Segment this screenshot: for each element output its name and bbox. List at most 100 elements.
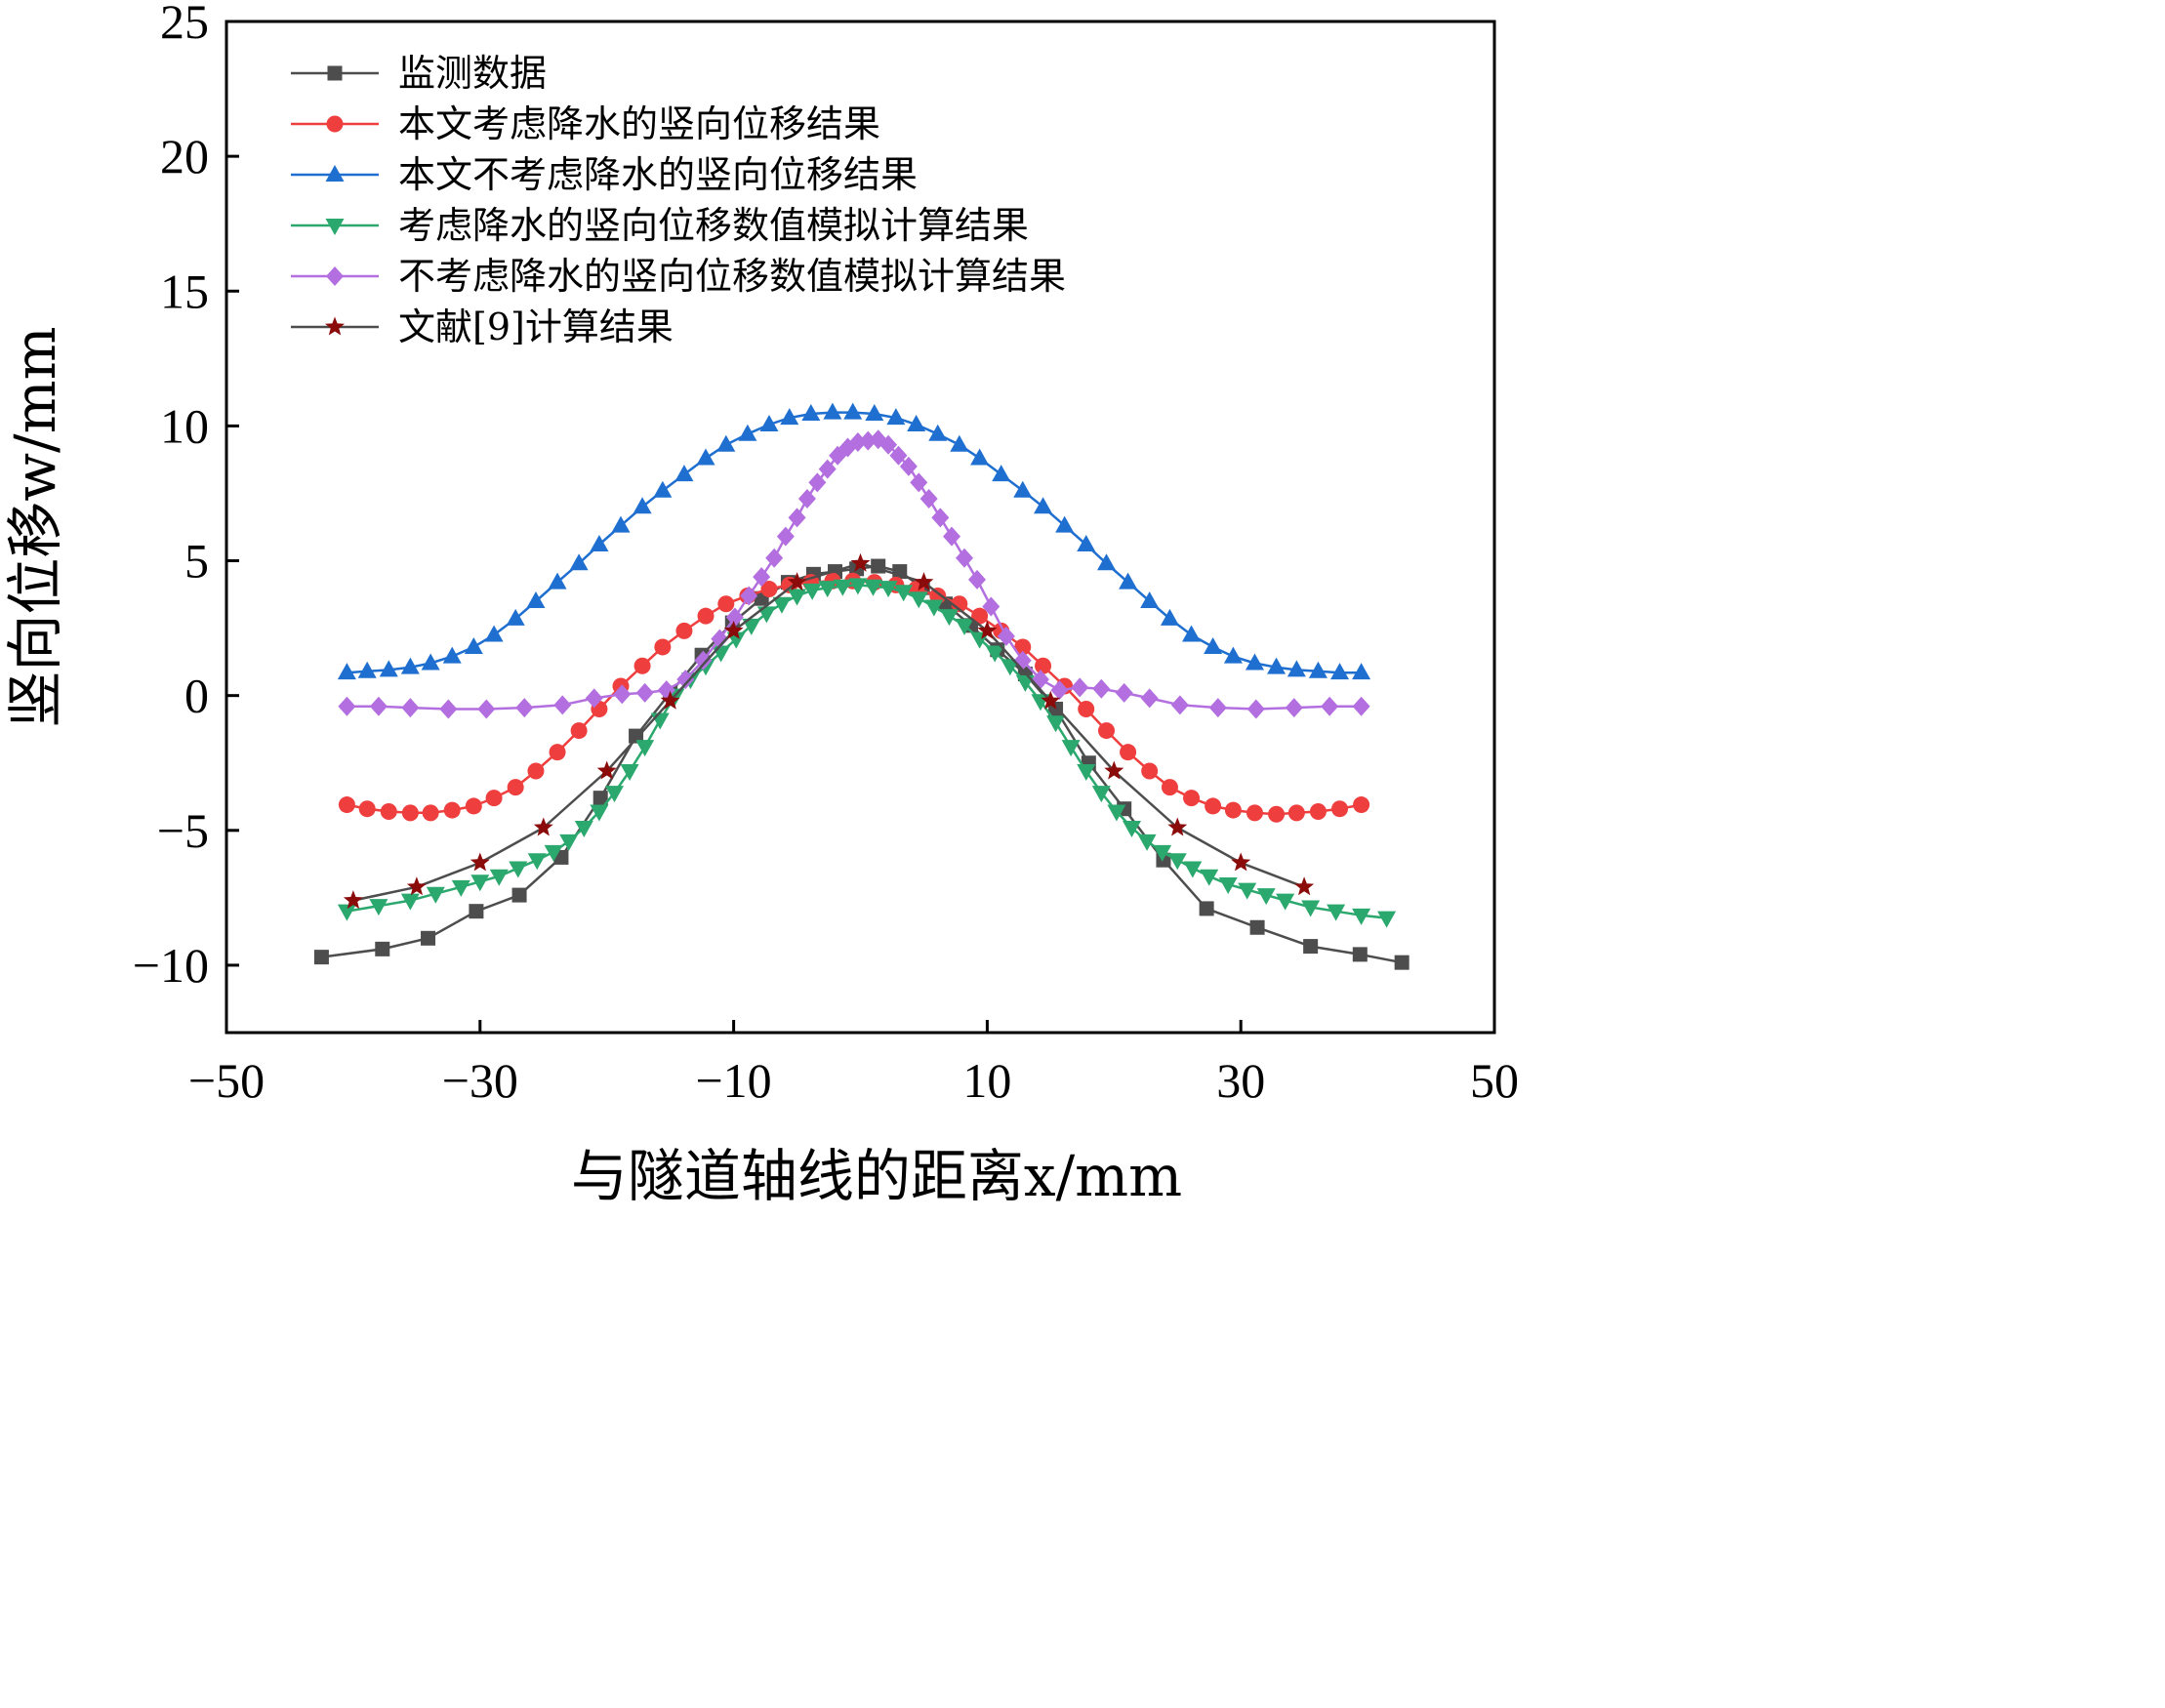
data-point <box>635 682 654 703</box>
data-point <box>1160 608 1179 626</box>
data-point <box>848 578 868 595</box>
data-point <box>1137 834 1157 851</box>
data-point <box>1352 663 1371 680</box>
data-point <box>894 585 914 602</box>
data-point <box>515 698 534 718</box>
legend-item-5: 不考虑降水的竖向位移数值模拟计算结果 <box>291 255 1066 298</box>
data-point <box>313 950 329 965</box>
data-point <box>1167 853 1187 871</box>
data-point <box>1115 682 1133 703</box>
data-point <box>611 515 631 533</box>
data-point <box>992 465 1011 482</box>
data-point <box>544 844 563 862</box>
legend-label: 不考虑降水的竖向位移数值模拟计算结果 <box>398 255 1066 298</box>
data-point <box>484 625 504 642</box>
data-point <box>1331 800 1349 818</box>
data-point <box>951 595 968 613</box>
data-point <box>772 596 792 614</box>
data-point <box>337 904 356 921</box>
data-point <box>1122 821 1141 838</box>
data-point <box>553 695 572 715</box>
data-point <box>633 657 651 674</box>
legend-marker <box>325 165 345 182</box>
data-point <box>1294 876 1315 896</box>
data-point <box>633 497 652 514</box>
data-point <box>1352 908 1371 925</box>
legend-item-4: 考虑降水的竖向位移数值模拟计算结果 <box>291 204 1029 247</box>
data-point <box>337 663 356 680</box>
data-point <box>1246 699 1265 719</box>
data-point <box>740 586 758 606</box>
legend-marker <box>326 115 344 133</box>
data-point <box>808 472 827 493</box>
series-6 <box>343 552 1315 910</box>
data-point <box>697 607 715 625</box>
data-point <box>1077 534 1096 551</box>
data-point <box>801 403 821 421</box>
data-point <box>559 834 579 851</box>
data-point <box>1256 888 1276 906</box>
data-point <box>675 622 693 639</box>
legend-item-2: 本文考虑降水的竖向位移结果 <box>291 102 880 145</box>
data-point <box>592 791 608 806</box>
data-point <box>585 688 603 709</box>
y-tick-label: 0 <box>184 669 209 723</box>
data-point <box>1330 663 1350 680</box>
data-point <box>878 581 898 598</box>
data-point <box>939 609 959 627</box>
data-point <box>848 431 867 452</box>
data-point <box>780 408 799 426</box>
data-point <box>477 699 496 719</box>
data-point <box>1170 695 1189 715</box>
x-tick-label: 30 <box>1216 1053 1265 1108</box>
data-point <box>955 618 974 635</box>
data-point <box>1119 572 1138 590</box>
data-point <box>865 403 884 421</box>
data-point <box>788 589 807 606</box>
data-point <box>1394 955 1409 970</box>
data-point <box>818 459 837 479</box>
data-point <box>1224 801 1242 819</box>
data-point <box>1231 852 1251 872</box>
data-point <box>590 534 609 551</box>
data-point <box>776 526 795 547</box>
data-point <box>635 740 655 757</box>
data-point <box>526 590 546 608</box>
data-point <box>716 434 736 452</box>
data-point <box>1182 625 1202 642</box>
data-point <box>943 526 961 547</box>
data-point <box>725 607 744 628</box>
data-point <box>343 890 363 910</box>
data-point <box>1041 690 1061 710</box>
data-point <box>797 488 816 508</box>
data-point <box>1205 797 1222 815</box>
data-point <box>357 661 377 678</box>
data-point <box>1153 844 1172 862</box>
data-point <box>977 620 998 639</box>
data-point <box>654 638 672 656</box>
data-point <box>879 434 898 455</box>
data-point <box>426 886 445 904</box>
data-point <box>1287 660 1306 677</box>
data-point <box>788 508 806 528</box>
data-point <box>548 572 567 590</box>
data-point <box>470 852 490 872</box>
data-point <box>653 480 673 498</box>
legend-marker <box>327 65 343 81</box>
data-point <box>1092 678 1111 699</box>
data-point <box>507 779 524 796</box>
data-point <box>970 448 990 466</box>
y-tick-label: 25 <box>160 0 209 49</box>
data-point <box>660 690 680 710</box>
data-point <box>823 402 842 420</box>
series-5 <box>338 429 1370 719</box>
data-point <box>470 874 490 892</box>
data-point <box>527 853 547 871</box>
data-point <box>1167 817 1188 836</box>
x-tick-label: 50 <box>1470 1053 1519 1108</box>
data-point <box>1120 744 1137 761</box>
data-point <box>485 790 503 807</box>
data-point <box>1287 804 1305 822</box>
data-point <box>509 861 528 878</box>
